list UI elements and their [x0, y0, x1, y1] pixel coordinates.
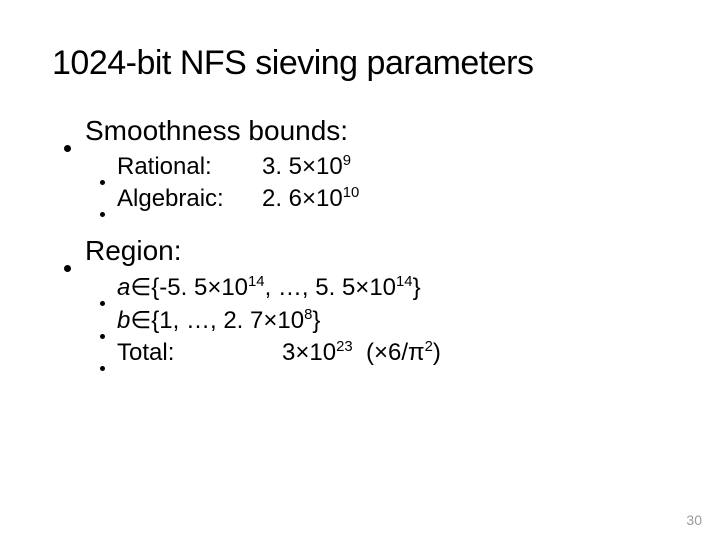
item-label: Algebraic:	[117, 185, 262, 213]
section-heading: Region:	[85, 235, 182, 267]
item-value: 2. 6×1010	[262, 185, 359, 213]
item-region-a: a∈{-5. 5×1014, …, 5. 5×1014}	[100, 273, 668, 302]
item-region-b: b∈{1, …, 2. 7×108}	[100, 306, 668, 335]
section-heading: Smoothness bounds:	[85, 115, 348, 147]
item-value: b∈{1, …, 2. 7×108}	[117, 306, 320, 335]
item-value: 3×1023 (×6/π2)	[282, 339, 441, 367]
bullet-icon	[100, 180, 105, 185]
section-smoothness: Smoothness bounds:	[64, 115, 668, 147]
page-title: 1024-bit NFS sieving parameters	[52, 44, 668, 83]
item-algebraic: Algebraic: 2. 6×1010	[100, 185, 668, 213]
item-region-total: Total: 3×1023 (×6/π2)	[100, 339, 668, 367]
bullet-icon	[100, 334, 105, 339]
item-label: Rational:	[117, 153, 262, 181]
section-region: Region:	[64, 235, 668, 267]
item-value: 3. 5×109	[262, 153, 351, 181]
bullet-icon	[64, 265, 71, 272]
bullet-icon	[100, 366, 105, 371]
bullet-icon	[100, 301, 105, 306]
page-number: 30	[686, 512, 702, 528]
bullet-icon	[64, 145, 71, 152]
item-label: Total:	[117, 339, 282, 367]
bullet-icon	[100, 212, 105, 217]
item-value: a∈{-5. 5×1014, …, 5. 5×1014}	[117, 273, 421, 302]
item-rational: Rational: 3. 5×109	[100, 153, 668, 181]
content-list: Smoothness bounds: Rational: 3. 5×109 Al…	[52, 115, 668, 367]
